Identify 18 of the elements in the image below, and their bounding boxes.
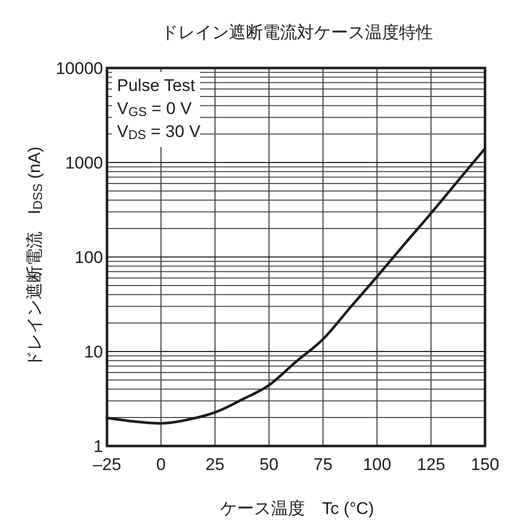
annotation: Pulse Test [117,76,196,95]
y-tick-label: 100 [74,248,103,267]
x-axis-title: ケース温度 Tc (°C) [220,499,374,518]
y-tick-label: 10 [84,342,103,362]
x-tick-label: 0 [156,455,166,474]
annotation: V$_{GS}$ = 0 V [117,99,192,119]
x-tick-label: 125 [416,455,446,474]
x-tick-label: 25 [206,455,224,474]
x-tick-label: 75 [314,455,332,474]
annotation: V$_{DS}$ = 30 V [117,122,202,142]
x-tick-label: 50 [260,455,278,474]
x-tick-label: –25 [92,455,122,474]
x-tick-label: 150 [470,455,500,474]
y-tick-label: 10000 [56,59,103,78]
chart-title: ドレイン遮断電流対ケース温度特性 [161,23,433,42]
y-tick-label: 1000 [65,154,103,172]
x-tick-label: 100 [362,455,392,474]
y-tick-label: 1 [94,437,103,456]
